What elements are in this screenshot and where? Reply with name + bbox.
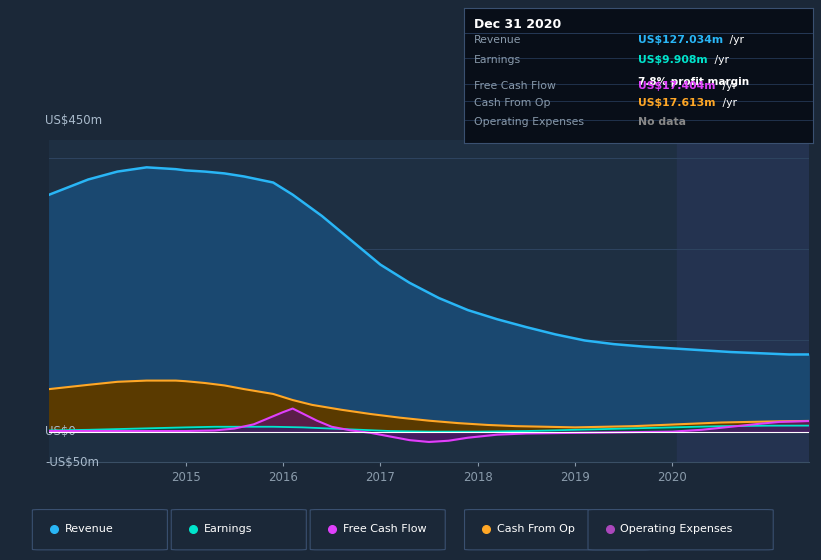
FancyBboxPatch shape bbox=[465, 510, 649, 550]
Text: US$17.404m: US$17.404m bbox=[639, 81, 716, 91]
Text: Revenue: Revenue bbox=[475, 35, 522, 45]
Text: /yr: /yr bbox=[718, 81, 736, 91]
Text: US$127.034m: US$127.034m bbox=[639, 35, 723, 45]
Text: 7.8% profit margin: 7.8% profit margin bbox=[639, 77, 750, 87]
Text: /yr: /yr bbox=[727, 35, 745, 45]
Text: Dec 31 2020: Dec 31 2020 bbox=[475, 18, 562, 31]
FancyBboxPatch shape bbox=[588, 510, 773, 550]
Text: Operating Expenses: Operating Expenses bbox=[621, 524, 733, 534]
Text: Operating Expenses: Operating Expenses bbox=[475, 117, 585, 127]
Text: Free Cash Flow: Free Cash Flow bbox=[475, 81, 556, 91]
Text: Cash From Op: Cash From Op bbox=[497, 524, 575, 534]
Text: Revenue: Revenue bbox=[65, 524, 113, 534]
FancyBboxPatch shape bbox=[32, 510, 167, 550]
Text: US$0: US$0 bbox=[45, 425, 76, 438]
Bar bbox=[677, 140, 809, 462]
Text: Cash From Op: Cash From Op bbox=[475, 99, 551, 109]
Text: US$17.613m: US$17.613m bbox=[639, 99, 716, 109]
Text: /yr: /yr bbox=[711, 55, 729, 66]
FancyBboxPatch shape bbox=[310, 510, 445, 550]
Text: US$9.908m: US$9.908m bbox=[639, 55, 708, 66]
Text: US$450m: US$450m bbox=[45, 114, 103, 127]
FancyBboxPatch shape bbox=[172, 510, 306, 550]
Text: No data: No data bbox=[639, 117, 686, 127]
Text: -US$50m: -US$50m bbox=[45, 455, 99, 469]
Text: Earnings: Earnings bbox=[475, 55, 521, 66]
Text: /yr: /yr bbox=[718, 99, 736, 109]
Text: Earnings: Earnings bbox=[204, 524, 252, 534]
Text: Free Cash Flow: Free Cash Flow bbox=[342, 524, 426, 534]
